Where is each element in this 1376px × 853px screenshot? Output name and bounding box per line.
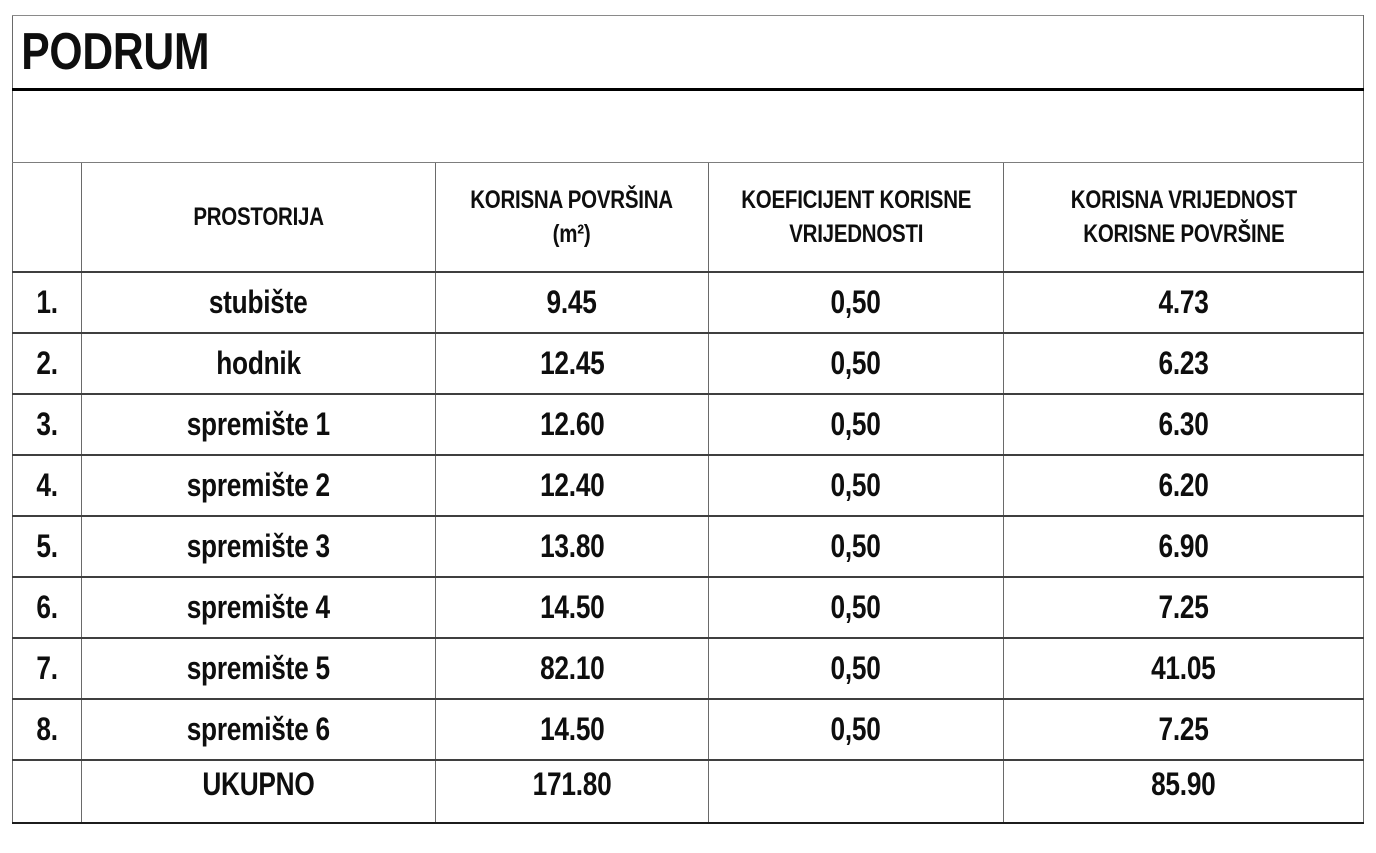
area-cell: 13.80 <box>435 515 709 578</box>
header-coefficient-label: KOEFICIJENT KORISNE VRIJEDNOSTI <box>741 186 971 248</box>
table-row: 8. spremište 6 14.50 0,50 7.25 <box>12 698 1364 761</box>
header-coefficient-cell: KOEFICIJENT KORISNE VRIJEDNOSTI <box>708 162 1004 273</box>
table-row: 2. hodnik 12.45 0,50 6.23 <box>12 332 1364 395</box>
value-cell: 6.20 <box>1003 454 1364 517</box>
area-cell: 14.50 <box>435 576 709 639</box>
area-cell: 12.60 <box>435 393 709 456</box>
area-cell: 12.40 <box>435 454 709 517</box>
value-cell: 6.90 <box>1003 515 1364 578</box>
header-value-cell: KORISNA VRIJEDNOST KORISNE POVRŠINE <box>1003 162 1364 273</box>
coefficient-cell: 0,50 <box>708 393 1004 456</box>
area-cell: 82.10 <box>435 637 709 700</box>
coefficient-cell: 0,50 <box>708 698 1004 761</box>
room-name-cell: spremište 6 <box>81 698 436 761</box>
row-number-cell: 7. <box>12 637 82 700</box>
room-name-cell: stubište <box>81 271 436 334</box>
header-room-cell: PROSTORIJA <box>81 162 436 273</box>
header-value-label: KORISNA VRIJEDNOST KORISNE POVRŠINE <box>1070 186 1297 248</box>
row-number-cell: 6. <box>12 576 82 639</box>
value-cell: 4.73 <box>1003 271 1364 334</box>
area-cell: 14.50 <box>435 698 709 761</box>
row-number-cell: 8. <box>12 698 82 761</box>
value-cell: 7.25 <box>1003 576 1364 639</box>
row-number-cell: 5. <box>12 515 82 578</box>
total-value: 85.90 <box>1151 766 1216 802</box>
value-cell: 41.05 <box>1003 637 1364 700</box>
row-number-cell: 2. <box>12 332 82 395</box>
row-number-cell: 4. <box>12 454 82 517</box>
table-row: 6. spremište 4 14.50 0,50 7.25 <box>12 576 1364 639</box>
table-row: 1. stubište 9.45 0,50 4.73 <box>12 271 1364 334</box>
table-row: 5. spremište 3 13.80 0,50 6.90 <box>12 515 1364 578</box>
total-label-cell: UKUPNO <box>81 759 436 824</box>
coefficient-cell: 0,50 <box>708 332 1004 395</box>
total-index-cell <box>12 759 82 824</box>
coefficient-cell: 0,50 <box>708 515 1004 578</box>
total-area: 171.80 <box>532 766 612 802</box>
value-cell: 7.25 <box>1003 698 1364 761</box>
header-area-cell: KORISNA POVRŠINA (m²) <box>435 162 709 273</box>
total-label: UKUPNO <box>202 766 315 802</box>
room-name-cell: spremište 4 <box>81 576 436 639</box>
table-row: 4. spremište 2 12.40 0,50 6.20 <box>12 454 1364 517</box>
page-title-cell: PODRUM <box>12 15 1364 91</box>
value-cell: 6.23 <box>1003 332 1364 395</box>
spacer-cell <box>12 88 1364 163</box>
total-area-cell: 171.80 <box>435 759 709 824</box>
title-row: PODRUM <box>12 15 1364 91</box>
header-area-label: KORISNA POVRŠINA (m²) <box>470 186 674 248</box>
coefficient-cell: 0,50 <box>708 271 1004 334</box>
area-cell: 12.45 <box>435 332 709 395</box>
header-room-label: PROSTORIJA <box>193 203 324 231</box>
room-name-cell: spremište 2 <box>81 454 436 517</box>
spacer-row <box>12 88 1364 163</box>
coefficient-cell: 0,50 <box>708 454 1004 517</box>
value-cell: 6.30 <box>1003 393 1364 456</box>
room-name-cell: spremište 1 <box>81 393 436 456</box>
area-cell: 9.45 <box>435 271 709 334</box>
header-index-cell <box>12 162 82 273</box>
area-calculation-table: PODRUM PROSTORIJA KORISNA POVRŠINA (m²) … <box>12 15 1364 824</box>
total-row: UKUPNO 171.80 85.90 <box>12 759 1364 824</box>
row-number-cell: 3. <box>12 393 82 456</box>
total-coefficient-cell <box>708 759 1004 824</box>
coefficient-cell: 0,50 <box>708 637 1004 700</box>
row-number-cell: 1. <box>12 271 82 334</box>
table-row: 3. spremište 1 12.60 0,50 6.30 <box>12 393 1364 456</box>
room-name-cell: spremište 5 <box>81 637 436 700</box>
page-title: PODRUM <box>21 23 210 81</box>
coefficient-cell: 0,50 <box>708 576 1004 639</box>
table-row: 7. spremište 5 82.10 0,50 41.05 <box>12 637 1364 700</box>
header-row: PROSTORIJA KORISNA POVRŠINA (m²) KOEFICI… <box>12 162 1364 273</box>
room-name-cell: spremište 3 <box>81 515 436 578</box>
room-name-cell: hodnik <box>81 332 436 395</box>
total-value-cell: 85.90 <box>1003 759 1364 824</box>
